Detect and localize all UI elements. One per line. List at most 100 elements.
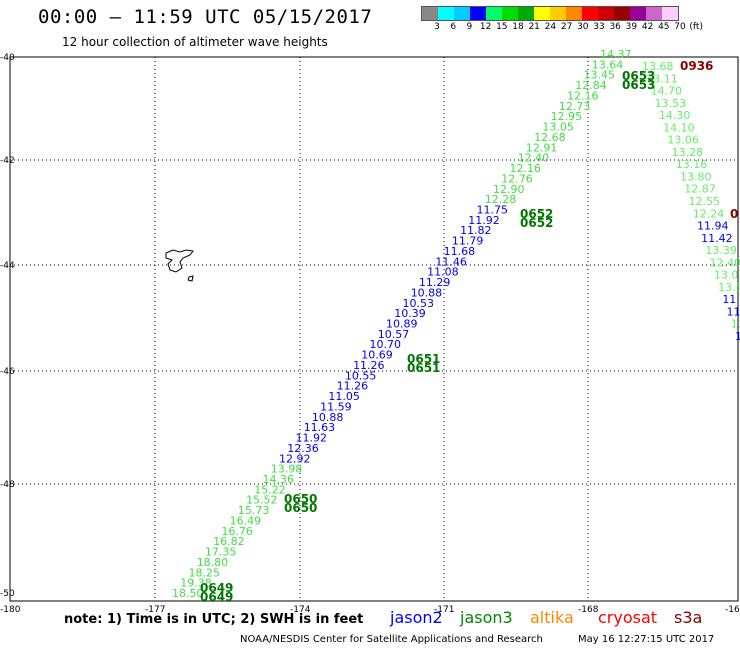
scale-label: 12 <box>479 22 492 32</box>
lon-tick-label: -171 <box>434 605 454 615</box>
map-grid: -40 -42 -44 -46 -48 -50 -180 -177 -174 -171 -168 -1… <box>0 53 740 615</box>
scale-swatch <box>566 7 582 20</box>
time-label: 0650 <box>284 501 317 515</box>
track-value: 13.05 <box>542 121 574 134</box>
scale-label: 33 <box>593 22 605 32</box>
scale-label: 3 <box>434 22 440 32</box>
track-value: 11.05 <box>328 390 360 403</box>
page-title: 00:00 – 11:59 UTC 05/15/2017 <box>38 6 373 28</box>
track-value: 12.95 <box>551 110 583 123</box>
scale-label: 42 <box>641 22 654 32</box>
track-value: 12.84 <box>575 79 607 92</box>
track-value: 10.88 <box>312 411 344 424</box>
satellite-legend-item: altika <box>530 608 574 627</box>
track-value: 13.11 <box>646 72 678 85</box>
generated-timestamp: May 16 12:27:15 UTC 2017 <box>578 634 715 645</box>
scale-swatch <box>534 7 550 20</box>
scale-label: 18 <box>512 22 524 32</box>
scale-swatch <box>614 7 630 20</box>
track-value: 13.03 <box>714 269 740 282</box>
lat-tick-label: -48 <box>0 480 15 490</box>
track-value: 12.40 <box>710 256 740 269</box>
scale-label: 27 <box>560 22 573 32</box>
track-value: 12.16 <box>567 89 599 102</box>
track-value: 10.57 <box>378 328 410 341</box>
track-value: 11.42 <box>701 232 733 245</box>
satellite-legend-item: jason3 <box>460 608 513 627</box>
color-scale-swatches <box>421 6 679 21</box>
time-label: 0651 <box>407 352 440 366</box>
track-value: 13.98 <box>271 463 303 476</box>
track-value: 11.26 <box>353 359 385 372</box>
track-value: 12.68 <box>534 131 566 144</box>
track-value: 12.24 <box>693 207 725 220</box>
track-value: 13.16 <box>676 158 708 171</box>
track-value: 12.36 <box>287 442 319 455</box>
time-label: 0652 <box>520 207 553 221</box>
track-value: 14.30 <box>659 109 691 122</box>
track-value: 13.80 <box>680 170 712 183</box>
scale-label: 9 <box>466 22 473 32</box>
time-label: 0650 <box>284 492 317 506</box>
track-value: 12.91 <box>526 141 558 154</box>
map-frame <box>9 56 739 602</box>
scale-label: 39 <box>625 22 638 32</box>
track-value: 10.55 <box>345 369 377 382</box>
track-value: 13.53 <box>655 97 687 110</box>
track-value: 12.92 <box>279 452 311 465</box>
track-value: 14.70 <box>650 85 682 98</box>
time-label: 0653 <box>622 69 655 83</box>
lat-tick-label: -44 <box>0 261 15 271</box>
track-value: 11.59 <box>320 400 352 413</box>
scale-swatch <box>630 7 646 20</box>
track-value: 11.92 <box>295 432 327 445</box>
track-value: 13.66 <box>731 318 740 331</box>
scale-swatch <box>598 7 614 20</box>
time-label: 0651 <box>407 361 440 375</box>
track-value: 11.75 <box>722 293 740 306</box>
cryosat-time-label: 0936 <box>680 59 713 73</box>
track-value: 12.76 <box>501 172 533 185</box>
track-value: 10.53 <box>402 297 434 310</box>
track-value: 18.80 <box>197 556 229 569</box>
time-label: 0649 <box>200 590 233 604</box>
track-value: 19.38 <box>180 577 212 590</box>
scale-label: 36 <box>609 22 621 32</box>
track-value: 13.68 <box>642 60 674 73</box>
scale-swatch <box>470 7 486 20</box>
lat-tick-label: -42 <box>0 156 15 166</box>
scale-swatch <box>518 7 534 20</box>
track-value: 11.82 <box>460 224 492 237</box>
track-value: 16.49 <box>230 514 262 527</box>
track-value: 17.35 <box>205 546 237 559</box>
footer-note: note: 1) Time is in UTC; 2) SWH is in fe… <box>64 612 364 627</box>
track-value: 11.79 <box>452 235 484 248</box>
track-value: 10.89 <box>386 318 418 331</box>
track-value: 12.28 <box>485 193 517 206</box>
color-scale-labels: 3 6 9 12 15 18 21 24 27 30 33 36 39 42 45 70 (ft) <box>421 21 703 33</box>
track-value: 12.40 <box>518 152 550 165</box>
scale-swatch <box>486 7 502 20</box>
scale-swatch <box>438 7 454 20</box>
scale-swatch <box>502 7 518 20</box>
satellite-legend-item: cryosat <box>598 608 658 627</box>
scale-label: 15 <box>496 22 508 32</box>
track-value: 11.26 <box>337 380 369 393</box>
time-label: 0653 <box>622 78 655 92</box>
track-value: 18.25 <box>188 566 220 579</box>
island-outline <box>165 249 194 282</box>
track-value: 11.46 <box>435 255 467 268</box>
track-value: 13.28 <box>672 146 704 159</box>
track-value: 11.63 <box>304 421 336 434</box>
satellite-legend-item: s3a <box>674 608 703 627</box>
lat-tick-label: -40 <box>0 53 15 63</box>
scale-swatch <box>454 7 470 20</box>
lon-tick-label: -177 <box>145 605 165 615</box>
track-value: 13.58 <box>718 281 740 294</box>
page-subtitle: 12 hour collection of altimeter wave hei… <box>62 35 328 49</box>
track-value: 14.36 <box>263 473 295 486</box>
track-value: 18.50 <box>172 587 204 600</box>
scale-label: (ft) <box>689 22 703 32</box>
scale-label: 6 <box>450 22 457 32</box>
scale-label: 45 <box>658 22 670 32</box>
